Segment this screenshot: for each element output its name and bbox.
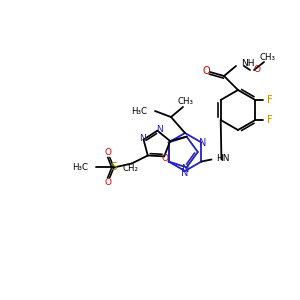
Text: CH₃: CH₃ (259, 53, 275, 62)
Text: CH₃: CH₃ (178, 97, 194, 106)
Text: HN: HN (217, 154, 230, 163)
Text: H₃C: H₃C (131, 106, 147, 116)
Text: O: O (104, 178, 111, 187)
Text: H₃C: H₃C (72, 163, 88, 172)
Text: O: O (202, 66, 210, 76)
Text: N: N (199, 137, 206, 148)
Text: O: O (162, 154, 169, 163)
Text: NH: NH (241, 59, 254, 68)
Text: O: O (253, 65, 260, 74)
Text: N: N (156, 125, 163, 134)
Text: F: F (267, 115, 273, 125)
Text: F: F (267, 95, 273, 105)
Text: O: O (104, 148, 111, 157)
Text: CH₂: CH₂ (123, 164, 139, 173)
Text: N: N (182, 164, 189, 174)
Text: N: N (181, 168, 189, 178)
Text: S: S (110, 163, 117, 172)
Text: N: N (139, 134, 146, 143)
